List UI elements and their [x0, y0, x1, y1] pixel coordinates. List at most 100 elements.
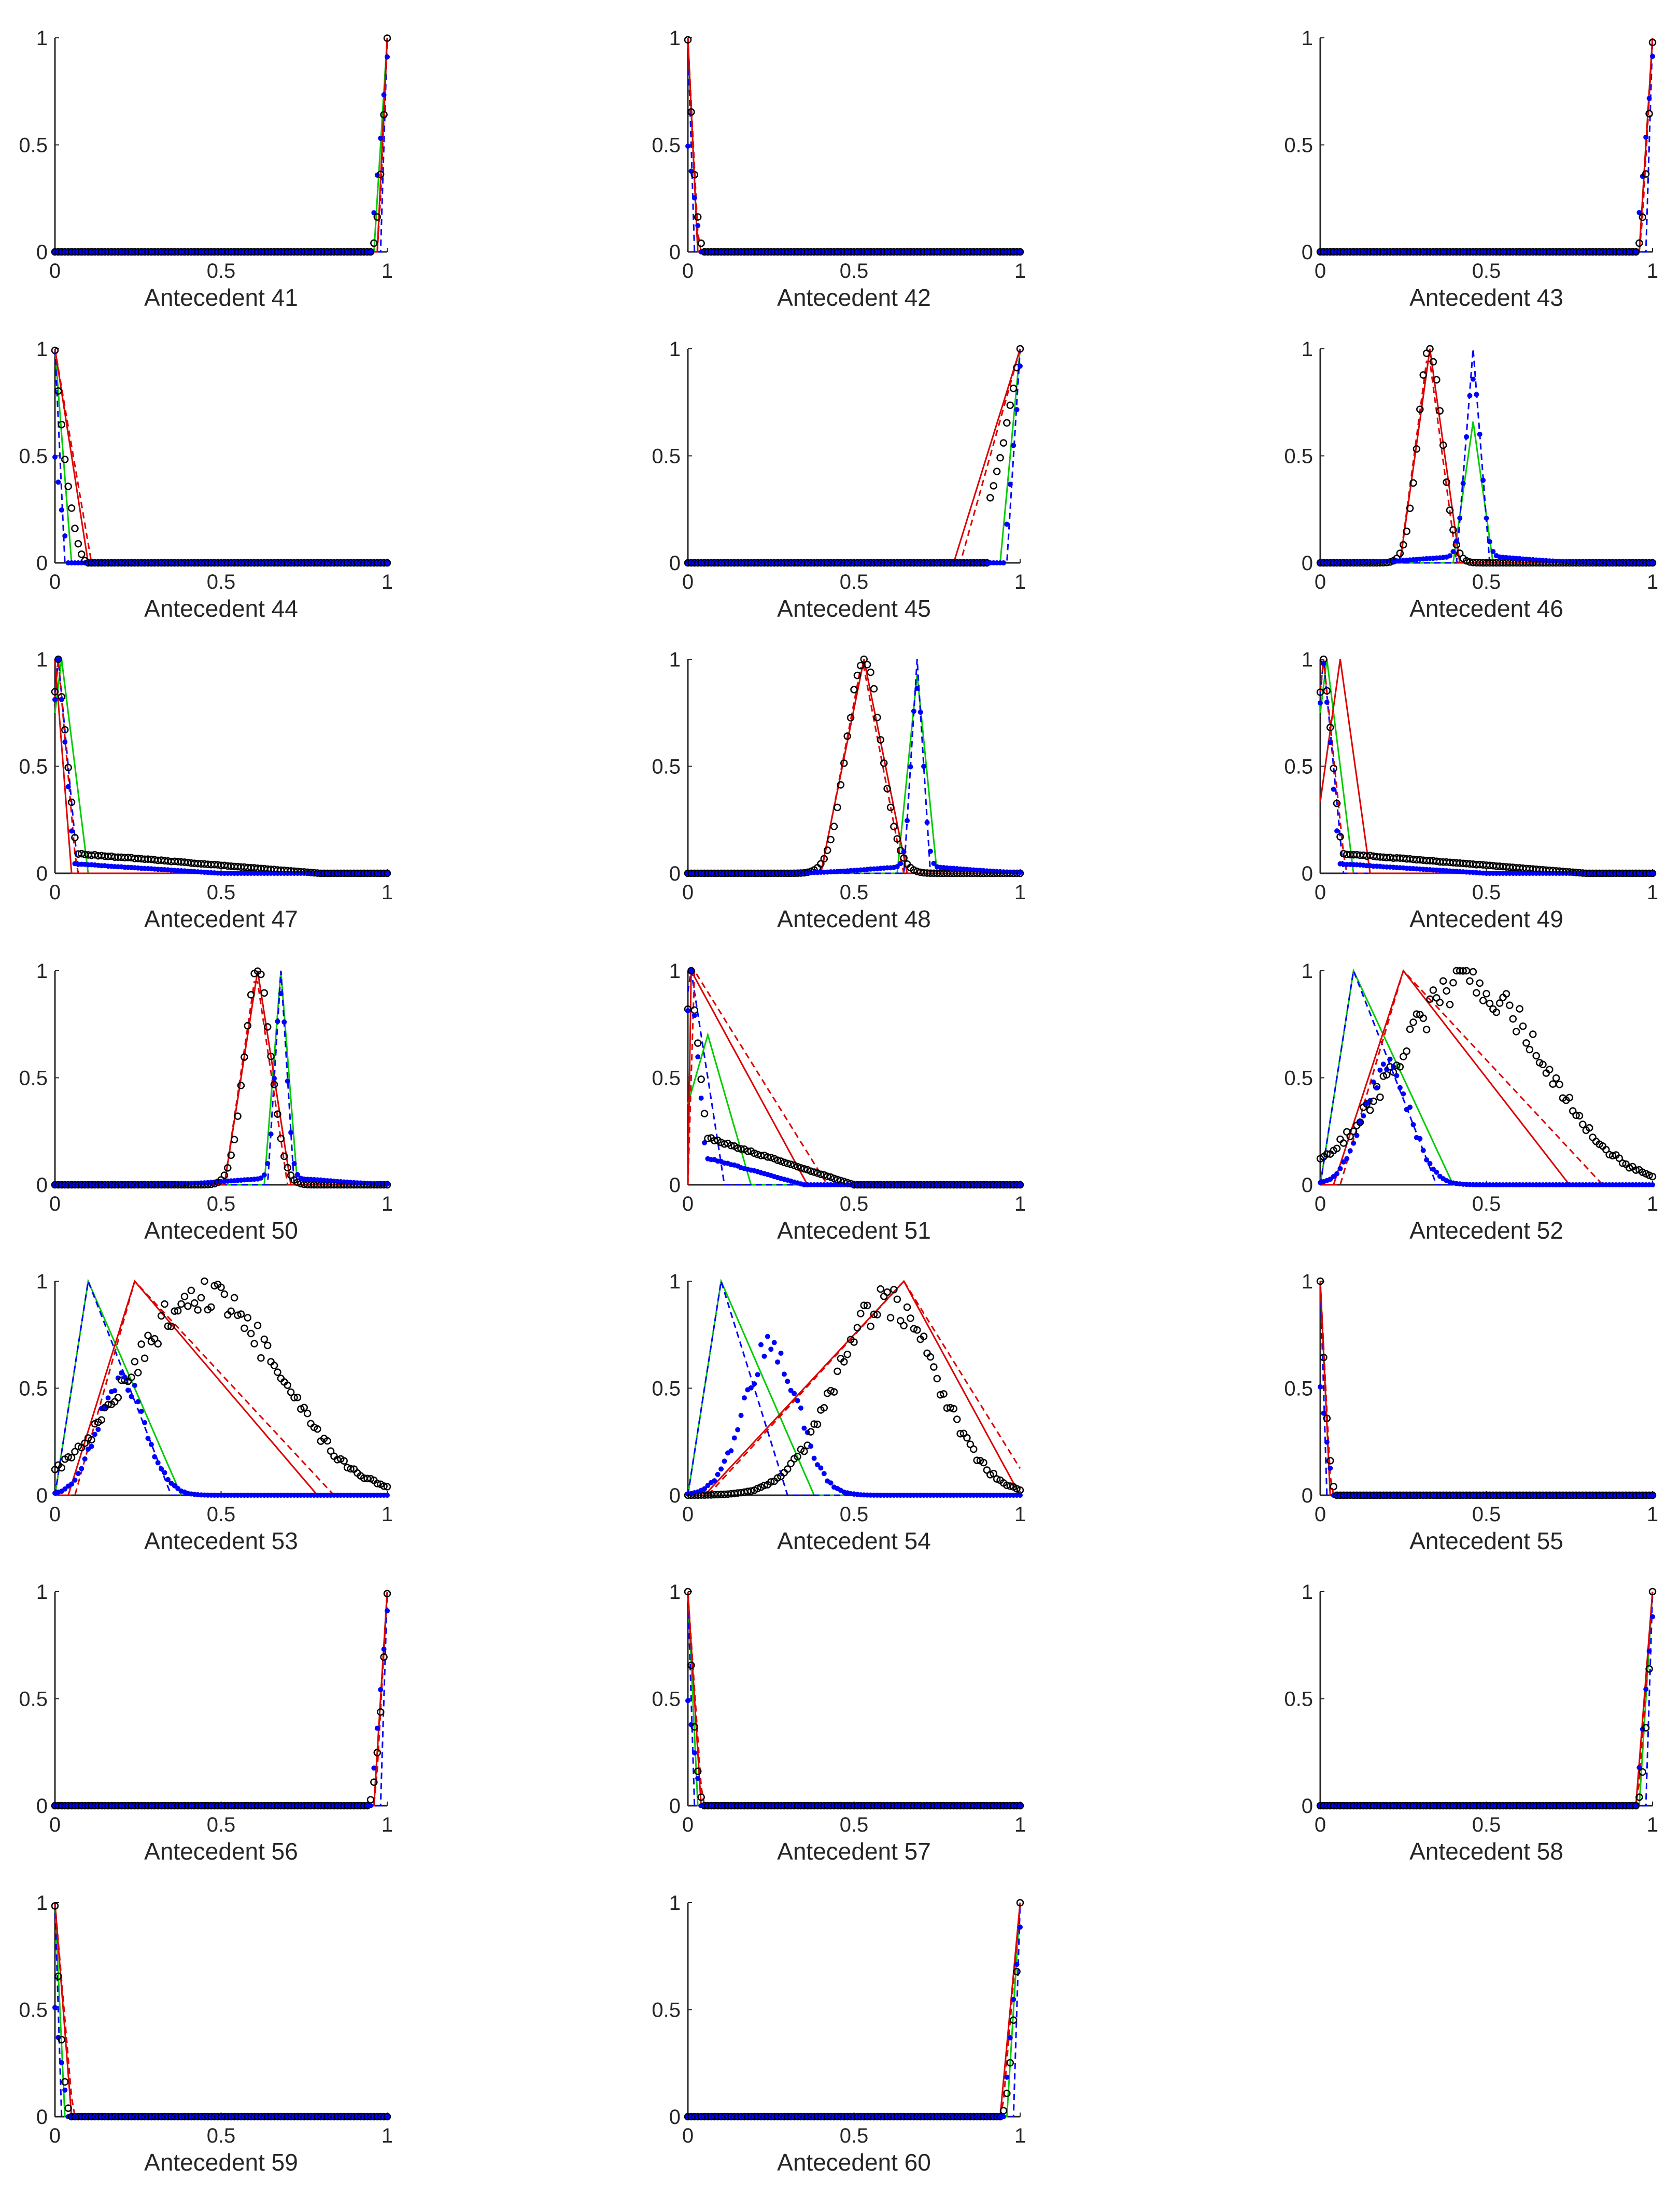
series-black-point: [1413, 1010, 1421, 1018]
series-black-point: [1632, 1166, 1640, 1174]
series-black-point: [940, 1390, 948, 1398]
series-black-point: [1370, 1097, 1377, 1105]
x-tick-label: 0.5: [207, 571, 236, 593]
series-black-point: [54, 655, 62, 663]
y-tick-label: 0: [36, 1795, 48, 1818]
series-black-point: [61, 2078, 69, 2086]
series-black-point: [373, 1480, 382, 1487]
series-blue-point: [728, 1448, 734, 1454]
series-black-point: [817, 860, 825, 868]
series-black-point: [383, 2113, 391, 2121]
x-tick-label: 0.5: [207, 1503, 236, 1526]
y-tick-label: 0.5: [19, 445, 48, 468]
series-blue-point: [1407, 1104, 1413, 1110]
series-blue-point: [1318, 700, 1323, 706]
series-blue-point: [1380, 1061, 1386, 1067]
series-black-point: [154, 1340, 162, 1348]
series-blue-point: [788, 1387, 794, 1393]
series-red-line: [688, 659, 1020, 874]
y-tick-label: 1: [669, 27, 681, 50]
series-blue-point: [691, 1013, 697, 1018]
series-blue-point: [385, 1493, 390, 1498]
series-black-point: [993, 467, 1001, 475]
series-blue-point: [712, 1478, 717, 1484]
series-blue-dashed-line: [1320, 1591, 1654, 1807]
series-black-point: [744, 1147, 752, 1155]
series-blue-point: [285, 1078, 290, 1084]
series-black-point: [777, 1157, 785, 1165]
series-black-point: [697, 1075, 705, 1083]
series-red-dashed-line: [55, 981, 387, 1186]
series-black-point: [1492, 1008, 1500, 1016]
series-blue-point: [1011, 443, 1017, 448]
x-tick-label: 0.5: [840, 1193, 869, 1215]
series-black-point: [383, 869, 391, 877]
series-black-point: [1003, 2089, 1011, 2097]
series-blue-dashed-line: [687, 970, 1020, 1186]
series-black-point: [794, 1163, 801, 1171]
series-blue-point: [1650, 560, 1655, 565]
series-red-line: [688, 1902, 1021, 2118]
series-black-point: [773, 1156, 782, 1164]
series-blue-point: [1646, 95, 1652, 101]
series-black-point: [184, 1302, 192, 1310]
series-blue-point: [1357, 1119, 1363, 1125]
series-black-point: [1433, 376, 1441, 384]
series-black-point: [244, 1314, 252, 1322]
series-black-point: [990, 1469, 997, 1478]
series-blue-point: [1460, 480, 1466, 486]
series-black-point: [1449, 526, 1457, 534]
series-red-line: [1320, 348, 1653, 564]
series-red-dashed-line: [54, 348, 387, 564]
x-tick-label: 0: [682, 881, 694, 904]
series-blue-point: [75, 1471, 81, 1477]
series-black-point: [1486, 999, 1494, 1008]
series-blue-dashed-line: [688, 659, 1020, 874]
series-black-point: [1330, 1483, 1337, 1491]
series-black-point: [870, 1310, 878, 1319]
series-black-point: [1639, 213, 1647, 221]
subplot-antecedent-43: 0 0.5 1 0 0.5 1 Antecedent 43: [1284, 27, 1658, 311]
series-black-point: [1632, 248, 1640, 256]
x-axis-label: Antecedent 45: [777, 595, 931, 622]
series-green-line: [687, 1591, 1020, 1807]
series-blue-point: [59, 2060, 64, 2066]
series-red-line: [1319, 659, 1653, 874]
series-black-point: [263, 1341, 272, 1350]
series-blue-point: [1018, 363, 1023, 369]
series-black-point: [690, 171, 699, 179]
series-blue-point: [1633, 1803, 1639, 1808]
series-blue-point: [368, 249, 373, 254]
y-tick-label: 0.5: [1284, 756, 1313, 778]
series-blue-point: [768, 1346, 774, 1352]
series-black-point: [1635, 239, 1643, 247]
series-green-line: [1319, 1281, 1653, 1496]
x-tick-label: 0.5: [840, 1813, 869, 1836]
series-blue-point: [55, 2035, 61, 2040]
series-blue-dashed-line: [54, 1902, 387, 2118]
series-blue-point: [798, 1405, 803, 1411]
series-black-point: [877, 736, 885, 744]
series-black-point: [903, 1303, 911, 1311]
series-black-point: [694, 213, 702, 221]
series-blue-point: [1004, 2074, 1010, 2080]
series-black-point: [343, 1464, 351, 1471]
series-black-point: [74, 540, 82, 548]
series-blue-point: [715, 1471, 721, 1477]
series-black-point: [986, 494, 994, 502]
series-blue-point: [752, 1381, 757, 1387]
series-blue-point: [821, 1471, 827, 1477]
x-tick-label: 0.5: [1472, 260, 1501, 282]
series-black-point: [1003, 1481, 1011, 1490]
subplot-antecedent-55: 0 0.5 1 0 0.5 1 Antecedent 55: [1284, 1270, 1658, 1554]
series-black-point: [247, 991, 255, 999]
x-tick-label: 1: [382, 571, 393, 593]
series-red-line: [688, 1280, 1021, 1496]
series-blue-point: [801, 1425, 807, 1431]
series-black-point: [834, 803, 841, 812]
series-blue-point: [688, 1722, 694, 1727]
series-black-point: [963, 1434, 971, 1442]
series-black-point: [697, 1793, 705, 1801]
series-black-point: [1006, 2059, 1014, 2067]
series-blue-point: [905, 818, 910, 824]
